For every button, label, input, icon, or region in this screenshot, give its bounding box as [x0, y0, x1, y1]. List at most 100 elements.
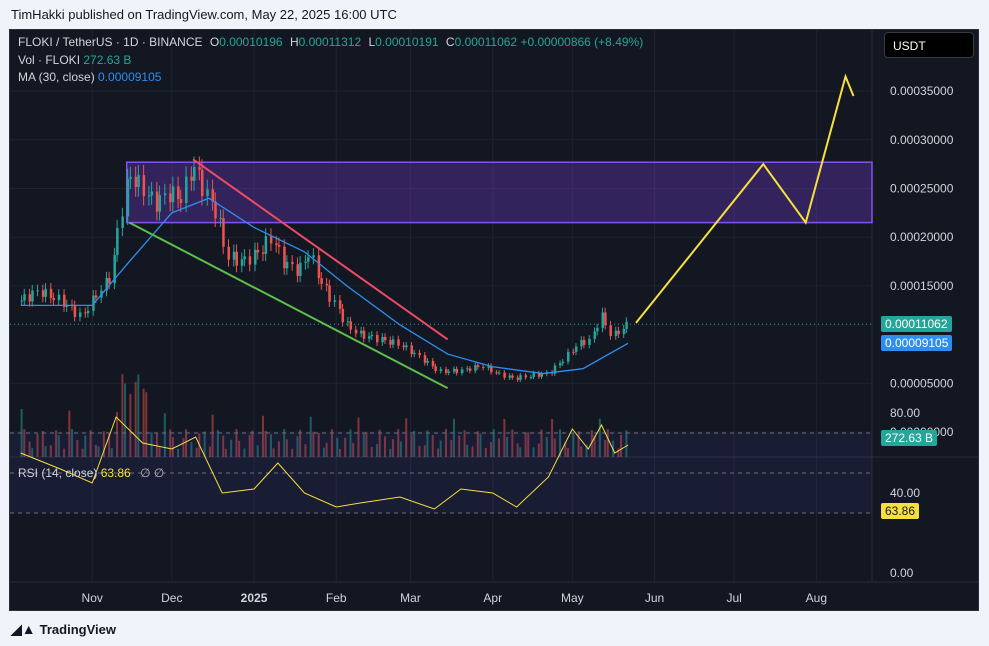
- volume-bar: [452, 418, 455, 457]
- candle-body: [376, 334, 379, 343]
- volume-bar: [423, 445, 426, 457]
- candle-body: [147, 195, 151, 197]
- volume-bar: [484, 448, 487, 457]
- volume-bar: [36, 434, 39, 457]
- ma-price-tag: 0.00009105: [881, 335, 953, 351]
- volume-bar: [299, 429, 302, 457]
- volume-bar: [169, 429, 172, 457]
- volume-bar: [352, 442, 355, 457]
- candle-body: [503, 372, 506, 378]
- candle-body: [439, 369, 443, 372]
- volume-bar: [620, 434, 623, 457]
- rsi-tick-label: 0.00: [890, 566, 914, 580]
- candle-body: [179, 199, 183, 204]
- volume-bar: [540, 429, 543, 457]
- volume-bar: [317, 433, 320, 457]
- candle-body: [328, 285, 331, 302]
- rsi-tick-label: 80.00: [890, 406, 920, 420]
- rsi-visibility-icons[interactable]: ∅ ∅: [140, 466, 165, 480]
- candle-body: [360, 330, 363, 334]
- candle-body: [397, 339, 400, 346]
- candle-body: [601, 312, 604, 328]
- legend-vol-label[interactable]: Vol · FLOKI: [18, 53, 81, 67]
- volume-bar: [81, 448, 84, 457]
- volume-bar: [171, 437, 174, 457]
- volume-bar: [76, 440, 79, 457]
- time-tick-label: Jun: [645, 591, 664, 605]
- currency-selector[interactable]: USDT: [884, 32, 974, 58]
- candle-body: [413, 352, 416, 355]
- volume-bar: [590, 430, 593, 457]
- chart-canvas[interactable]: 0.00035000 0.00030000 0.00025000 0.00020000…: [10, 30, 979, 611]
- candle-body: [177, 186, 180, 200]
- candle-body: [52, 297, 55, 301]
- volume-bar: [49, 445, 52, 457]
- candle-body: [121, 216, 124, 228]
- candle-body: [275, 243, 278, 246]
- candle-body: [20, 300, 24, 302]
- volume-bar: [357, 417, 360, 457]
- candle-body: [466, 368, 469, 370]
- candle-body: [381, 337, 384, 343]
- published-caption: TimHakki published on TradingView.com, M…: [11, 7, 397, 22]
- volume-bar: [365, 431, 368, 457]
- volume-bar: [503, 418, 506, 457]
- candle-body: [23, 294, 26, 301]
- candle-body: [588, 338, 591, 345]
- volume-bar: [413, 430, 416, 457]
- legend-symbol[interactable]: FLOKI / TetherUS · 1D · BINANCE: [18, 35, 203, 49]
- candle-body: [137, 175, 140, 188]
- candle-body: [370, 334, 374, 337]
- volume-bar: [261, 415, 264, 457]
- candle-body: [28, 294, 32, 302]
- candle-body: [593, 331, 597, 339]
- volume-bar: [519, 447, 522, 457]
- volume-bar: [158, 447, 161, 457]
- time-tick-label: Jul: [726, 591, 741, 605]
- candle-body: [84, 312, 87, 314]
- candle-body: [142, 175, 146, 197]
- volume-bar: [511, 429, 514, 457]
- candle-body: [625, 321, 628, 329]
- candle-body: [254, 249, 257, 265]
- candle-body: [405, 345, 408, 348]
- candle-body: [418, 352, 421, 356]
- ma-line: [20, 197, 629, 375]
- candle-body: [291, 261, 294, 265]
- candle-body: [468, 368, 472, 371]
- volume-bar: [426, 430, 429, 457]
- volume-bar: [532, 447, 535, 457]
- legend-rsi-label[interactable]: RSI (14, close): [18, 466, 98, 480]
- volume-bar: [551, 418, 554, 457]
- chart-frame[interactable]: 0.00035000 0.00030000 0.00025000 0.00020000…: [9, 29, 979, 611]
- candle-body: [57, 294, 61, 301]
- legend-change: +0.00000866 (+8.49%): [520, 35, 644, 49]
- legend-ma-label[interactable]: MA (30, close): [18, 70, 95, 84]
- volume-bar: [370, 446, 373, 457]
- volume-bar: [277, 441, 280, 457]
- legend-close: 0.00011062: [454, 35, 518, 49]
- tradingview-brand[interactable]: ◢▲ TradingView: [11, 621, 116, 638]
- price-tick-label: 0.00025000: [890, 182, 954, 196]
- candle-body: [389, 340, 392, 345]
- volume-bar: [617, 448, 620, 457]
- volume-bar: [598, 418, 601, 457]
- candle-body: [362, 330, 366, 339]
- legend-low: 0.00010191: [375, 35, 439, 49]
- volume-bar: [466, 444, 469, 457]
- candle-body: [567, 351, 570, 362]
- volume-bar: [450, 439, 453, 457]
- candle-body: [455, 368, 459, 374]
- candle-body: [445, 369, 448, 373]
- volume-bar: [264, 430, 267, 457]
- volume-bar: [124, 383, 127, 457]
- brand-name: TradingView: [39, 622, 116, 637]
- volume-bar: [224, 448, 227, 457]
- candle-body: [617, 330, 620, 335]
- candle-body: [307, 257, 310, 262]
- legend-o-label: O: [209, 35, 220, 49]
- volume-bar: [71, 429, 74, 457]
- candle-body: [283, 246, 286, 269]
- volume-bar: [399, 441, 402, 457]
- candle-body: [219, 218, 223, 220]
